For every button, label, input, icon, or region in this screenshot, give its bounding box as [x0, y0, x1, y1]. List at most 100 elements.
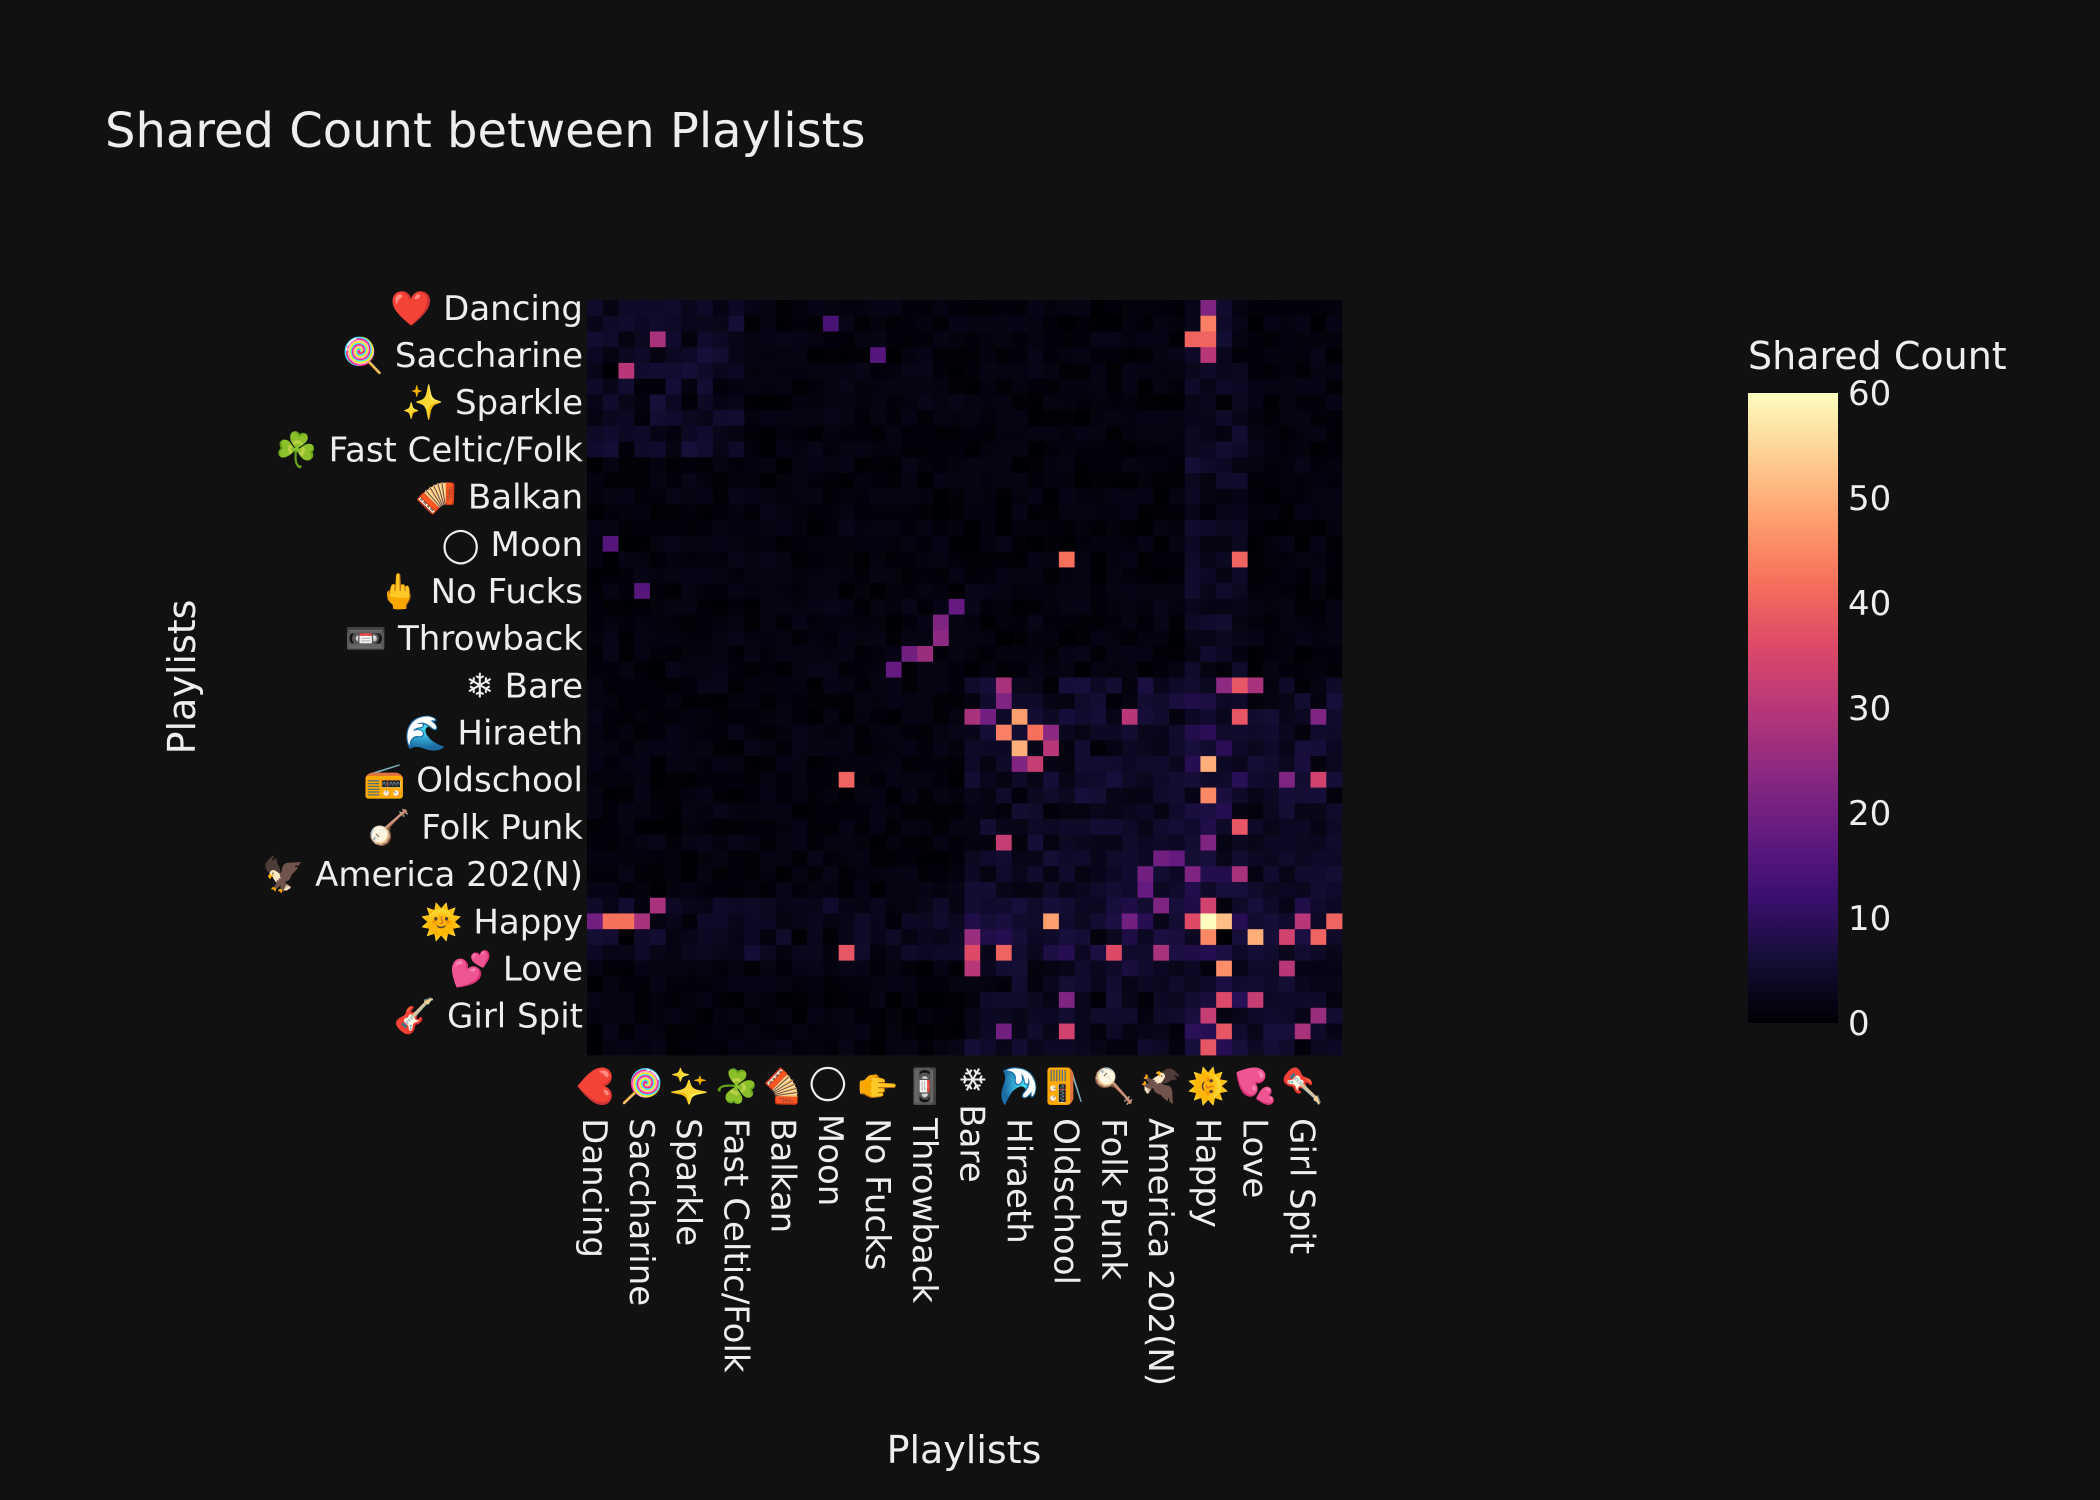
heatmap-cell: [1294, 567, 1311, 584]
heatmap-cell: [744, 661, 761, 678]
heatmap-cell: [665, 708, 682, 726]
heatmap-cell: [681, 457, 698, 474]
heatmap-cell: [1294, 881, 1311, 899]
heatmap-cell: [681, 992, 698, 1009]
heatmap-cell: [791, 693, 808, 710]
heatmap-cell: [1216, 976, 1233, 993]
heatmap-cell: [618, 614, 635, 631]
heatmap-cell: [712, 756, 729, 773]
colorbar-tick-label: 60: [1848, 374, 1891, 414]
heatmap-cell: [901, 520, 918, 537]
colorbar-tick-label: 20: [1848, 794, 1891, 834]
heatmap-cell: [822, 646, 840, 663]
heatmap-cell: [712, 819, 729, 836]
heatmap-cell: [1200, 614, 1217, 631]
heatmap-cell: [1106, 976, 1123, 993]
heatmap-cell: [744, 331, 761, 348]
heatmap-cell: [1168, 693, 1186, 710]
heatmap-cell: [901, 819, 918, 836]
heatmap-cell: [775, 787, 792, 804]
heatmap-cell: [791, 787, 808, 804]
heatmap-cell: [1137, 567, 1154, 584]
heatmap-cell: [587, 331, 604, 348]
heatmap-cell: [1263, 410, 1280, 427]
heatmap-cell: [807, 850, 824, 867]
heatmap-cell: [964, 331, 981, 348]
heatmap-cell: [760, 300, 777, 317]
heatmap-cell: [1011, 646, 1028, 663]
heatmap-cell: [681, 331, 698, 348]
heatmap-cell: [602, 787, 619, 804]
heatmap-cell: [697, 315, 714, 332]
heatmap-cell: [697, 850, 714, 867]
heatmap-cell: [948, 520, 965, 537]
heatmap-cell: [634, 331, 651, 348]
heatmap-cell: [1200, 488, 1217, 505]
heatmap-cell: [1106, 473, 1123, 490]
heatmap-cell: [995, 362, 1013, 380]
heatmap-cell: [901, 646, 918, 663]
y-tick-label: 🎸 Girl Spit: [394, 997, 583, 1037]
heatmap-cell: [1247, 630, 1264, 647]
heatmap-cell: [885, 756, 902, 773]
heatmap-cell: [1326, 866, 1343, 883]
heatmap-cell: [744, 976, 761, 993]
heatmap-cell: [744, 866, 761, 883]
heatmap-cell: [1168, 803, 1186, 820]
heatmap-cell: [1011, 913, 1028, 930]
heatmap-cell: [917, 410, 934, 427]
heatmap-cell: [1043, 315, 1060, 332]
heatmap-cell: [791, 1023, 808, 1040]
heatmap-cell: [933, 866, 950, 883]
heatmap-cell: [1263, 944, 1280, 962]
heatmap-cell: [1310, 661, 1327, 678]
heatmap-cell: [760, 866, 777, 883]
heatmap-cell: [1137, 1023, 1154, 1040]
heatmap-cell: [791, 913, 808, 930]
heatmap-cell: [822, 661, 840, 678]
heatmap-cell: [665, 347, 682, 364]
heatmap-cell: [1184, 347, 1201, 364]
heatmap-cell: [870, 331, 887, 348]
heatmap-cell: [1137, 425, 1154, 442]
heatmap-cell: [1137, 598, 1154, 615]
heatmap-cell: [1153, 1007, 1170, 1024]
heatmap-cell: [775, 331, 792, 348]
heatmap-cell: [995, 520, 1013, 537]
heatmap-cell: [649, 331, 667, 348]
heatmap-cell: [838, 410, 855, 427]
heatmap-cell: [933, 583, 950, 600]
heatmap-cell: [1168, 630, 1186, 647]
heatmap-cell: [1043, 661, 1060, 678]
heatmap-cell: [980, 1039, 997, 1056]
heatmap-cell: [697, 897, 714, 914]
heatmap-cell: [760, 1023, 777, 1040]
heatmap-cell: [854, 803, 871, 820]
heatmap-cell: [1058, 425, 1076, 442]
heatmap-cell: [1326, 819, 1343, 836]
heatmap-cell: [1027, 347, 1044, 364]
heatmap-cell: [948, 1023, 965, 1040]
heatmap-cell: [1231, 693, 1249, 710]
heatmap-cell: [1090, 1039, 1107, 1056]
heatmap-cell: [964, 410, 981, 427]
heatmap-cell: [1137, 787, 1154, 804]
heatmap-cell: [1168, 708, 1186, 726]
heatmap-cell: [854, 362, 871, 380]
heatmap-cell: [712, 803, 729, 820]
heatmap-cell: [980, 992, 997, 1009]
heatmap-cell: [1326, 771, 1343, 789]
heatmap-cell: [1279, 457, 1296, 474]
heatmap-cell: [948, 992, 965, 1009]
heatmap-cell: [1153, 944, 1170, 962]
heatmap-cell: [634, 646, 651, 663]
heatmap-cell: [665, 881, 682, 899]
heatmap-cell: [634, 929, 651, 946]
heatmap-cell: [775, 551, 792, 568]
heatmap-cell: [744, 378, 761, 395]
heatmap-cell: [838, 960, 855, 977]
heatmap-cell: [760, 803, 777, 820]
heatmap-cell: [964, 803, 981, 820]
heatmap-cell: [964, 598, 981, 615]
heatmap-cell: [901, 960, 918, 977]
